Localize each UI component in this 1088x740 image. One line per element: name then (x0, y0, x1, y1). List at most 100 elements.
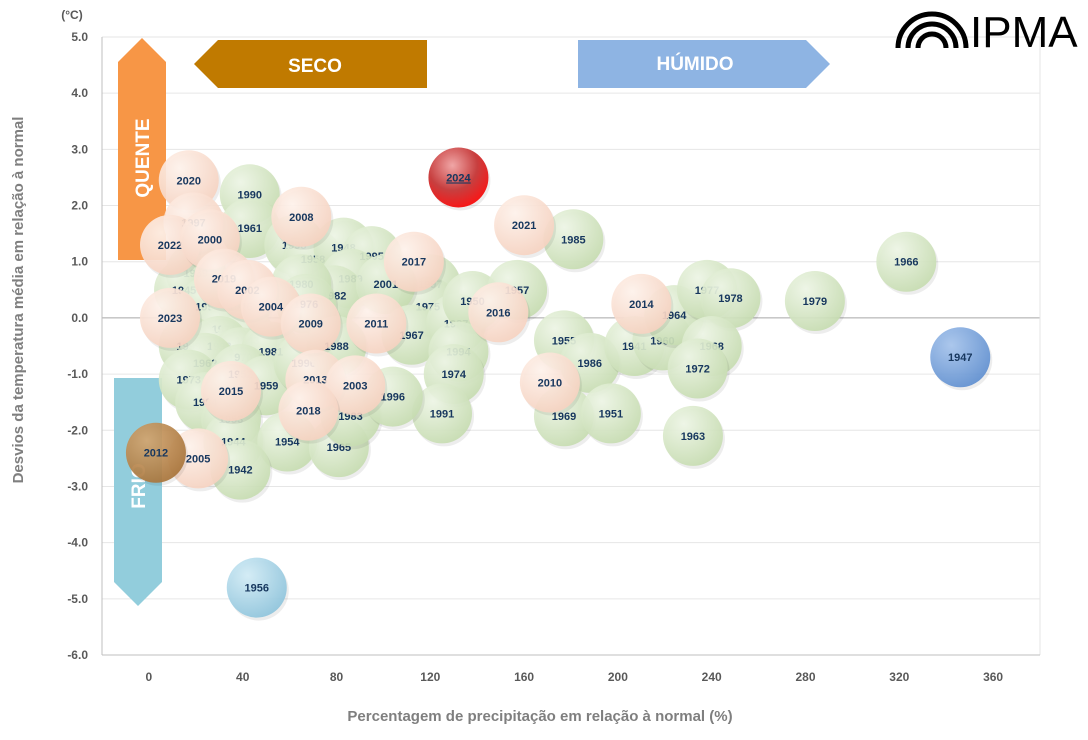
bubble-label: 1951 (599, 408, 623, 420)
dry-arrow (194, 40, 427, 88)
y-tick-label: 3.0 (71, 142, 88, 156)
bubble-label: 1967 (399, 330, 423, 342)
bubble-circle (140, 287, 201, 348)
y-tick-label: 5.0 (71, 30, 88, 44)
bubble-circle (667, 338, 728, 399)
bubble-1979: 1979 (784, 271, 847, 335)
bubble-label: 2005 (186, 453, 210, 465)
bubble-1966: 1966 (876, 231, 939, 295)
bubble-label: 2016 (486, 307, 510, 319)
y-tick-label: -1.0 (67, 367, 88, 381)
bubble-label: 1972 (685, 363, 709, 375)
bubble-label: 1963 (681, 431, 705, 443)
bubble-label: 1969 (552, 411, 576, 423)
bubble-circle (226, 557, 287, 618)
bubble-label: 1985 (561, 234, 585, 246)
bubble-circle (700, 268, 761, 329)
bubble-label: 2008 (289, 212, 313, 224)
bubble-label: 2018 (296, 406, 320, 418)
bubble-label: 2000 (198, 234, 222, 246)
x-tick-label: 320 (889, 670, 909, 684)
bubble-label: 2020 (177, 175, 201, 187)
x-tick-label: 120 (420, 670, 440, 684)
bubble-label: 2003 (343, 380, 367, 392)
bubble-circle (580, 383, 641, 444)
bubble-2024: 2024 (428, 147, 491, 211)
bubble-label: 2011 (364, 319, 388, 331)
bubble-label: 2017 (402, 257, 426, 269)
bubble-label: 2021 (512, 220, 536, 232)
bubble-label: 2022 (158, 240, 182, 252)
y-tick-label: -2.0 (67, 423, 88, 437)
bubble-1956: 1956 (226, 557, 289, 621)
quadrant-arrows: SECO HÚMIDO QUENTE FRIO (114, 38, 830, 606)
bubble-1972: 1972 (667, 338, 730, 402)
bubble-label: 2023 (158, 313, 182, 325)
bubble-label: 2001 (374, 279, 398, 291)
hot-arrow (118, 38, 166, 260)
bubble-circle (662, 405, 723, 466)
bubble-label: 1996 (381, 392, 405, 404)
bubble-2012: 2012 (125, 422, 188, 486)
bubble-label: 1947 (948, 352, 972, 364)
bubble-label: 2012 (144, 448, 168, 460)
bubble-circle (125, 422, 186, 483)
bubble-2009: 2009 (280, 293, 343, 357)
bubble-label: 1974 (442, 369, 467, 381)
bubble-circle (428, 147, 489, 208)
x-tick-label: 280 (795, 670, 815, 684)
bubble-2015: 2015 (200, 360, 263, 424)
bubble-circle (271, 186, 332, 247)
bubble-circle (412, 383, 473, 444)
ipma-logo: IPMA (895, 8, 1078, 57)
bubble-circle (278, 380, 339, 441)
bubble-label: 1956 (245, 583, 269, 595)
bubble-label: 1954 (275, 437, 300, 449)
y-axis-title: Desvios da temperatura média em relação … (10, 117, 27, 484)
bubble-1951: 1951 (580, 383, 643, 447)
bubble-label: 1961 (237, 223, 261, 235)
x-tick-label: 240 (702, 670, 722, 684)
ipma-logo-text: IPMA (970, 8, 1078, 57)
bubble-2011: 2011 (346, 293, 409, 357)
bubble-circle (876, 231, 937, 292)
bubble-1991: 1991 (412, 383, 475, 447)
bubble-circle (543, 209, 604, 270)
bubble-label: 2010 (538, 378, 562, 390)
bubble-label: 2004 (259, 302, 284, 314)
bubble-label: 1966 (894, 257, 918, 269)
wet-arrow-label: HÚMIDO (656, 53, 733, 75)
y-tick-label: -3.0 (67, 479, 88, 493)
x-tick-label: 200 (608, 670, 628, 684)
x-tick-label: 40 (236, 670, 250, 684)
y-tick-label: 4.0 (71, 86, 88, 100)
bubble-2023: 2023 (140, 287, 203, 351)
y-tick-label: -6.0 (67, 648, 88, 662)
bubble-2003: 2003 (325, 355, 388, 419)
y-tick-label: 2.0 (71, 199, 88, 213)
bubbles: 1990196119981958194819951989198219801976… (125, 147, 993, 621)
bubble-circle (346, 293, 407, 354)
bubble-1947: 1947 (930, 327, 993, 391)
wet-arrow (578, 40, 830, 88)
bubble-2021: 2021 (494, 195, 557, 259)
bubble-label: 1991 (430, 408, 454, 420)
dry-arrow-label: SECO (288, 56, 342, 77)
bubble-label: 1990 (237, 189, 261, 201)
bubble-2017: 2017 (383, 231, 446, 295)
x-tick-label: 80 (330, 670, 344, 684)
hot-arrow-label: QUENTE (133, 118, 154, 197)
bubble-circle (325, 355, 386, 416)
y-tick-label: 0.0 (71, 311, 88, 325)
bubble-circle (494, 195, 555, 256)
bubble-label: 1978 (718, 293, 742, 305)
bubble-2016: 2016 (468, 282, 531, 346)
bubble-2014: 2014 (611, 273, 674, 337)
bubble-circle (784, 271, 845, 332)
bubble-1963: 1963 (662, 405, 725, 469)
bubble-2018: 2018 (278, 380, 341, 444)
x-tick-label: 160 (514, 670, 534, 684)
bubble-circle (200, 360, 261, 421)
bubble-1985: 1985 (543, 209, 606, 273)
